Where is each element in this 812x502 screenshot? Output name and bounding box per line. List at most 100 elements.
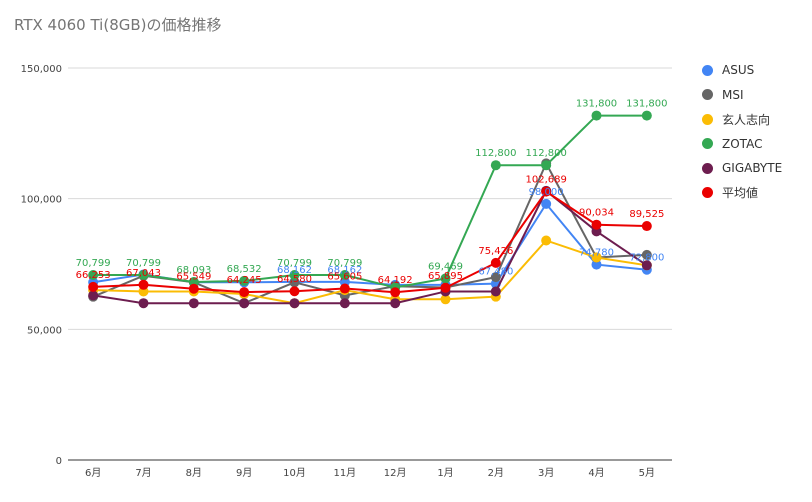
data-label: 102,689: [525, 175, 566, 186]
data-label: 64,192: [378, 275, 413, 286]
data-label: 112,800: [525, 148, 566, 159]
legend-marker: [702, 113, 713, 125]
legend-item: ASUS: [702, 58, 782, 83]
data-point: [541, 186, 552, 197]
data-point: [641, 221, 652, 232]
data-point: [239, 275, 250, 286]
data-label: 75,426: [478, 246, 513, 257]
data-label: 70,799: [277, 258, 312, 269]
data-point: [440, 282, 451, 293]
data-label: 64,580: [277, 274, 312, 285]
data-label: 90,034: [579, 208, 614, 219]
data-label: 68,162: [327, 265, 362, 276]
data-point: [289, 286, 300, 297]
legend-item: 平均値: [702, 181, 782, 206]
data-point: [339, 269, 350, 280]
data-point: [138, 269, 149, 280]
data-label: 70,799: [126, 258, 161, 269]
data-point: [440, 273, 451, 284]
data-label: 74,780: [579, 248, 614, 259]
data-point: [390, 287, 401, 298]
data-point: [490, 286, 501, 297]
data-point: [339, 283, 350, 294]
data-point: [641, 260, 652, 271]
legend-item: 玄人志向: [702, 107, 782, 132]
data-point: [289, 277, 300, 288]
y-tick-label: 150,000: [21, 64, 62, 75]
data-label: 67,043: [126, 268, 161, 279]
legend-item: MSI: [702, 83, 782, 108]
data-point: [88, 290, 99, 301]
data-point: [239, 298, 250, 309]
legend-item: GIGABYTE: [702, 156, 782, 181]
data-label: 66,253: [76, 270, 111, 281]
legend-item: ZOTAC: [702, 132, 782, 157]
series-line: [93, 114, 647, 289]
data-point: [188, 298, 199, 309]
data-label: 89,525: [629, 209, 664, 220]
data-label: 98,000: [529, 187, 564, 198]
x-tick-label: 11月: [333, 467, 356, 479]
x-tick-label: 12月: [384, 467, 407, 479]
data-point: [440, 294, 451, 305]
x-tick-label: 4月: [588, 467, 604, 479]
data-point: [239, 287, 250, 298]
x-tick-label: 1月: [437, 467, 453, 479]
data-point: [138, 279, 149, 290]
data-point: [591, 252, 602, 263]
data-point: [339, 298, 350, 309]
data-point: [490, 257, 501, 268]
data-label: 64,245: [227, 275, 262, 286]
data-label: 68,532: [227, 264, 262, 275]
legend-label: 平均値: [722, 186, 759, 201]
data-point: [490, 272, 501, 283]
data-label: 67,480: [478, 267, 513, 278]
data-point: [188, 283, 199, 294]
y-tick-label: 50,000: [27, 325, 62, 336]
x-tick-label: 3月: [538, 467, 554, 479]
data-label: 69,469: [428, 261, 463, 272]
data-point: [541, 160, 552, 171]
legend-label: ZOTAC: [722, 136, 763, 151]
data-point: [591, 259, 602, 270]
data-point: [591, 110, 602, 121]
data-label: 70,799: [76, 258, 111, 269]
x-tick-label: 2月: [488, 467, 504, 479]
y-tick-label: 0: [56, 456, 62, 467]
data-label: 65,605: [327, 272, 362, 283]
data-point: [641, 249, 652, 260]
legend-marker: [702, 138, 713, 150]
legend-label: GIGABYTE: [722, 161, 783, 176]
x-tick-label: 5月: [639, 467, 655, 479]
data-point: [541, 235, 552, 246]
data-point: [641, 110, 652, 121]
data-label: 72,800: [629, 253, 664, 264]
y-tick-label: 100,000: [21, 195, 62, 206]
data-label: 112,800: [475, 148, 516, 159]
data-point: [591, 219, 602, 230]
legend-marker: [702, 162, 713, 174]
data-point: [88, 269, 99, 280]
series-line: [93, 190, 647, 294]
legend-marker: [702, 89, 713, 101]
data-point: [541, 198, 552, 209]
x-tick-label: 10月: [283, 467, 306, 479]
data-point: [138, 298, 149, 309]
data-point: [88, 281, 99, 292]
data-label: 65,549: [176, 272, 211, 283]
legend: ASUS MSI 玄人志向 ZOTAC GIGABYTE 平均値: [702, 58, 782, 205]
legend-label: ASUS: [722, 63, 755, 78]
data-label: 70,799: [327, 258, 362, 269]
x-tick-label: 8月: [186, 467, 202, 479]
data-point: [490, 160, 501, 171]
x-tick-label: 9月: [236, 467, 252, 479]
chart-title: RTX 4060 Ti(8GB)の価格推移: [14, 16, 222, 34]
x-tick-label: 7月: [135, 467, 151, 479]
data-label: 131,800: [576, 99, 617, 110]
legend-label: MSI: [722, 87, 744, 102]
series-line: [93, 239, 647, 305]
legend-marker: [702, 187, 713, 199]
data-point: [289, 298, 300, 309]
data-label: 68,162: [277, 265, 312, 276]
